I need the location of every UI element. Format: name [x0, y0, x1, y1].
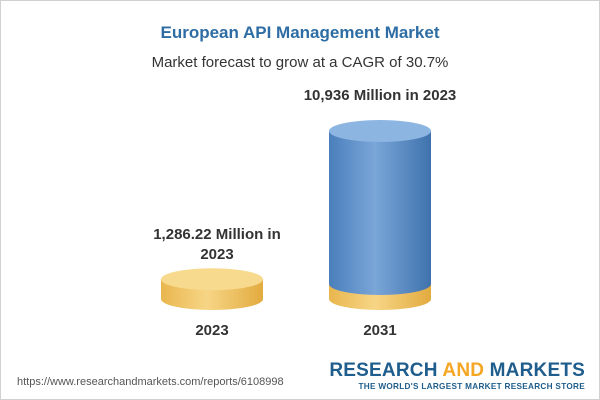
chart-title: European API Management Market: [160, 23, 440, 42]
x-tick-label: 2031: [363, 322, 396, 339]
brand-tagline: THE WORLD'S LARGEST MARKET RESEARCH STOR…: [358, 382, 585, 391]
bar-top: [161, 268, 263, 291]
data-label: 10,936 Million in 2023: [304, 87, 457, 104]
brand-name-part: RESEARCH: [329, 360, 438, 381]
bar-body: [329, 131, 431, 295]
bar-top: [329, 120, 431, 142]
brand-name-part: MARKETS: [489, 360, 585, 381]
x-tick-label: 2023: [195, 322, 228, 339]
brand-name: RESEARCH AND MARKETS: [329, 361, 585, 381]
brand-logo: RESEARCH AND MARKETS THE WORLD'S LARGEST…: [329, 361, 585, 392]
brand-name-accent: AND: [437, 360, 490, 381]
source-url[interactable]: https://www.researchandmarkets.com/repor…: [17, 376, 284, 388]
data-label: 2023: [200, 246, 233, 263]
chart-subtitle: Market forecast to grow at a CAGR of 30.…: [151, 54, 449, 71]
data-label: 1,286.22 Million in: [153, 226, 281, 243]
